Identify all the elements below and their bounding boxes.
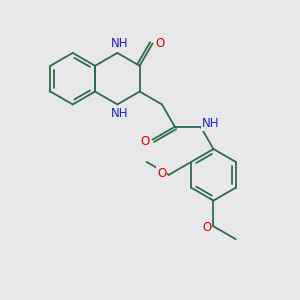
Text: O: O	[156, 37, 165, 50]
Text: O: O	[140, 135, 149, 148]
Text: O: O	[202, 221, 211, 234]
Text: NH: NH	[202, 117, 219, 130]
Text: NH: NH	[111, 107, 128, 120]
Text: O: O	[157, 167, 167, 180]
Text: NH: NH	[111, 38, 128, 50]
